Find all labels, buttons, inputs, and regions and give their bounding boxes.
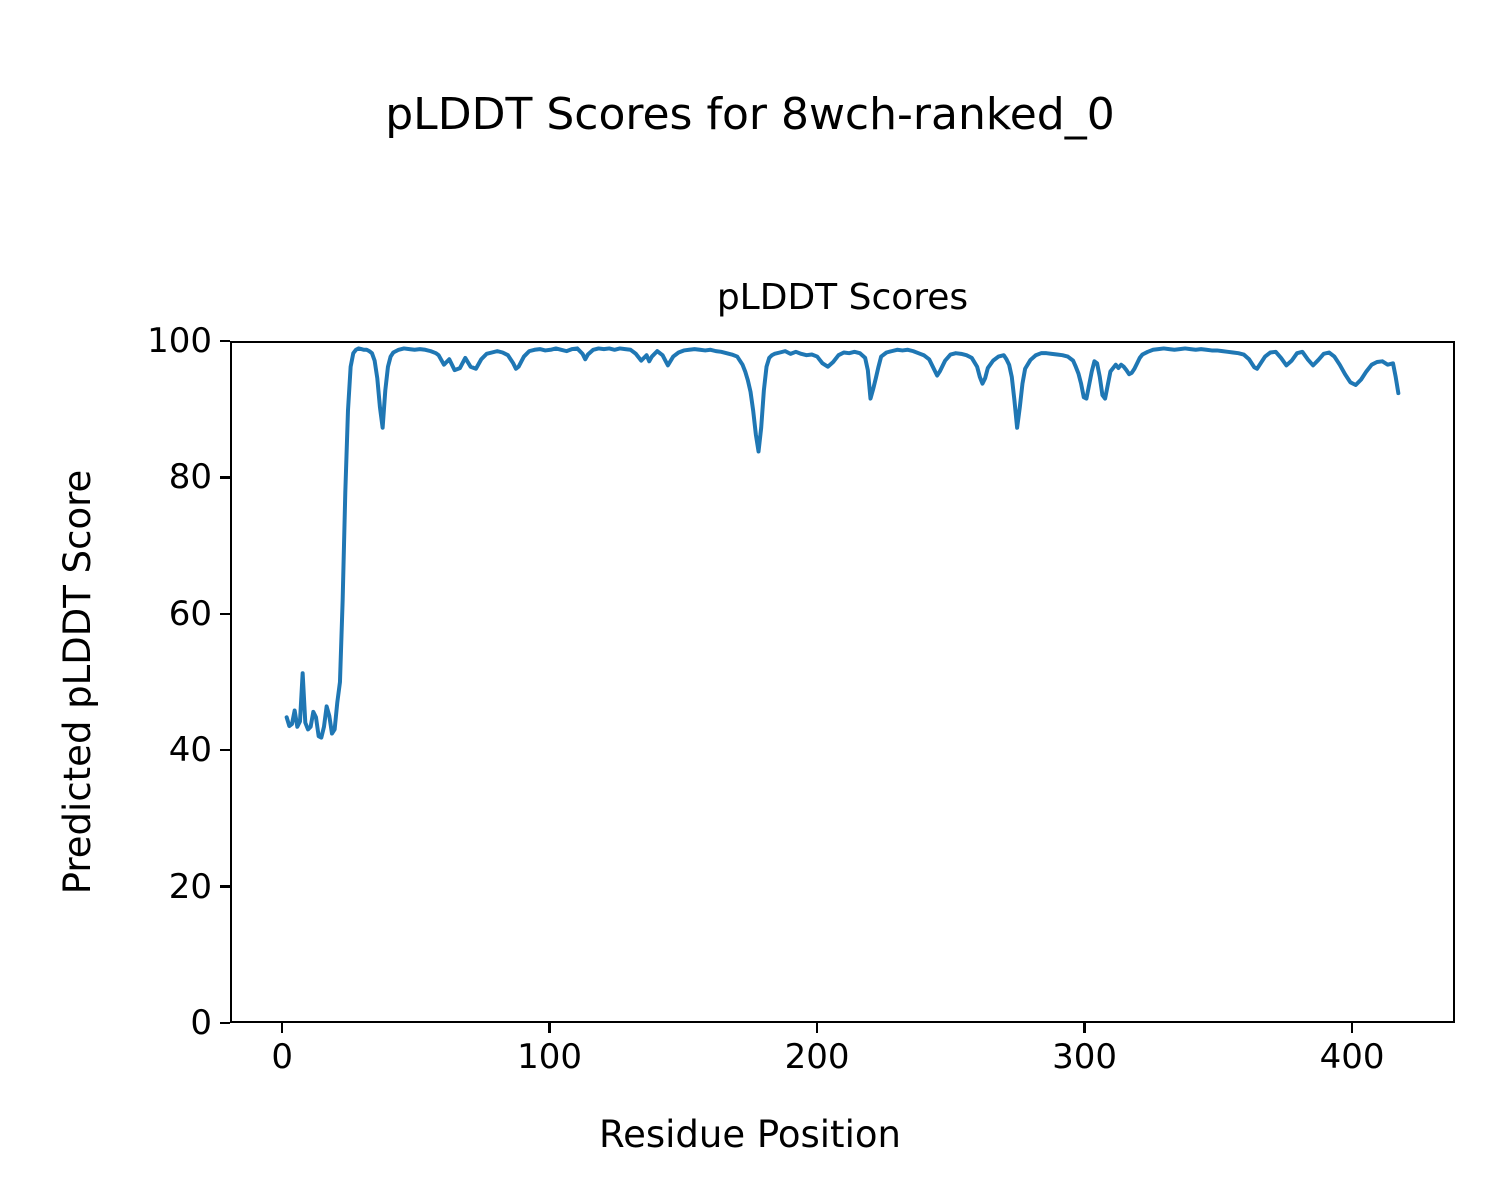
y-tick-label: 80 bbox=[168, 457, 212, 498]
y-tick-mark bbox=[220, 1021, 230, 1025]
y-tick-mark bbox=[220, 748, 230, 752]
y-tick-mark bbox=[220, 476, 230, 479]
x-tick-mark bbox=[1083, 1023, 1086, 1033]
x-tick-mark bbox=[1350, 1023, 1354, 1033]
y-tick-mark bbox=[220, 885, 230, 888]
x-tick-label: 100 bbox=[517, 1037, 583, 1077]
x-tick-mark bbox=[815, 1023, 819, 1033]
x-axis-label: Residue Position bbox=[599, 1113, 901, 1156]
x-tick-label: 200 bbox=[784, 1037, 850, 1077]
y-tick-label: 100 bbox=[147, 321, 212, 361]
axes-title: pLDDT Scores bbox=[716, 277, 969, 318]
x-tick-label: 0 bbox=[271, 1037, 293, 1077]
y-axis-label: Predicted pLDDT Score bbox=[56, 469, 99, 895]
figure-suptitle: pLDDT Scores for 8wch-ranked_0 bbox=[385, 89, 1115, 140]
x-tick-label: 400 bbox=[1319, 1037, 1385, 1077]
x-tick-label: 300 bbox=[1052, 1037, 1117, 1077]
y-tick-label: 20 bbox=[168, 866, 212, 907]
x-tick-mark bbox=[280, 1023, 284, 1033]
y-tick-mark bbox=[220, 339, 230, 343]
y-tick-label: 40 bbox=[168, 730, 212, 771]
y-tick-label: 0 bbox=[190, 1003, 212, 1043]
x-tick-mark bbox=[548, 1023, 551, 1033]
plot-area bbox=[230, 341, 1455, 1023]
y-tick-label: 60 bbox=[168, 593, 212, 634]
plddt-line-chart bbox=[284, 346, 1401, 740]
y-tick-mark bbox=[220, 612, 230, 616]
plddt-line-series bbox=[284, 346, 1401, 740]
